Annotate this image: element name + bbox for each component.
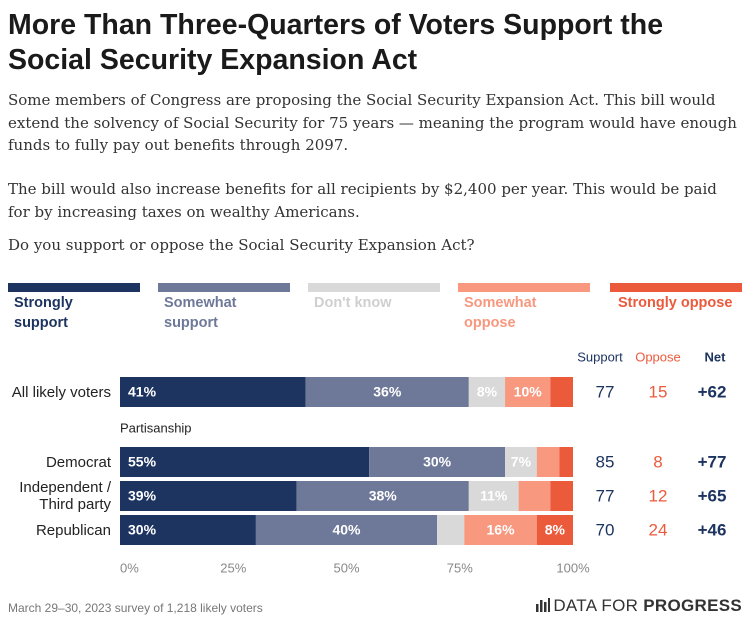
bar-segment bbox=[550, 377, 573, 407]
value-label: 8% bbox=[477, 384, 498, 400]
source-note: March 29–30, 2023 survey of 1,218 likely… bbox=[8, 601, 263, 615]
bar-segment bbox=[296, 481, 469, 511]
legend-swatch bbox=[610, 283, 742, 292]
question: Do you support or oppose the Social Secu… bbox=[8, 236, 475, 254]
bar-segment bbox=[369, 447, 506, 477]
legend-label: Somewhat support bbox=[164, 295, 237, 331]
logo: DATA FOR PROGRESS bbox=[536, 596, 742, 616]
legend-label: Strongly oppose bbox=[618, 295, 733, 311]
x-tick-label: 75% bbox=[447, 560, 473, 575]
value-label: 38% bbox=[369, 488, 398, 504]
value-label: 55% bbox=[128, 454, 157, 470]
legend-swatch bbox=[158, 283, 290, 292]
bar-segment bbox=[518, 481, 551, 511]
legend-label: Somewhat oppose bbox=[464, 295, 537, 331]
logo-icon bbox=[536, 598, 551, 612]
x-tick-label: 50% bbox=[333, 560, 359, 575]
x-tick-label: 25% bbox=[220, 560, 246, 575]
chart-title: More Than Three-Quarters of Voters Suppo… bbox=[8, 9, 664, 76]
value-label: 16% bbox=[487, 522, 516, 538]
bar-segment bbox=[468, 377, 506, 407]
legend-label: Don't know bbox=[314, 295, 392, 311]
column-header: Support bbox=[577, 349, 623, 364]
bar-segment bbox=[120, 515, 256, 545]
category-label: Independent / Third party bbox=[19, 479, 111, 513]
bar-segment bbox=[505, 377, 551, 407]
category-label: All likely voters bbox=[11, 383, 111, 401]
bar-segment bbox=[120, 377, 306, 407]
value-label: 39% bbox=[128, 488, 157, 504]
bar-segment bbox=[437, 515, 465, 545]
net-total: +65 bbox=[698, 486, 727, 505]
bar-segment bbox=[120, 481, 297, 511]
legend-swatch bbox=[458, 283, 590, 292]
value-label: 41% bbox=[128, 384, 157, 400]
logo-text: PROGRESS bbox=[643, 596, 742, 615]
value-label: 7% bbox=[511, 454, 532, 470]
bar-segment bbox=[536, 515, 573, 545]
value-label: 8% bbox=[545, 522, 566, 538]
legend-swatch bbox=[8, 283, 140, 292]
description: Some members of Congress are proposing t… bbox=[8, 91, 737, 154]
category-label: Democrat bbox=[45, 453, 111, 471]
legend-label: Strongly support bbox=[14, 295, 73, 331]
value-label: 36% bbox=[373, 384, 402, 400]
value-label: 10% bbox=[514, 384, 543, 400]
bar-segment bbox=[255, 515, 438, 545]
x-tick-label: 100% bbox=[556, 560, 590, 575]
oppose-total: 8 bbox=[653, 452, 662, 471]
x-tick-label: 0% bbox=[120, 560, 139, 575]
net-total: +77 bbox=[698, 452, 727, 471]
bar-segment bbox=[505, 447, 537, 477]
column-header: Oppose bbox=[635, 349, 681, 364]
value-label: 30% bbox=[128, 522, 157, 538]
logo-text: DATA FOR bbox=[553, 596, 639, 615]
support-total: 77 bbox=[596, 382, 615, 401]
oppose-total: 15 bbox=[649, 382, 668, 401]
support-total: 85 bbox=[596, 452, 615, 471]
bar-segment bbox=[120, 447, 370, 477]
support-total: 77 bbox=[596, 486, 615, 505]
oppose-total: 12 bbox=[649, 486, 668, 505]
bar-segment bbox=[559, 447, 573, 477]
category-label: Republican bbox=[35, 521, 111, 539]
group-label: Partisanship bbox=[120, 420, 192, 435]
support-total: 70 bbox=[596, 520, 615, 539]
net-total: +62 bbox=[698, 382, 727, 401]
legend-swatch bbox=[308, 283, 440, 292]
value-label: 11% bbox=[480, 488, 508, 504]
oppose-total: 24 bbox=[649, 520, 668, 539]
value-label: 40% bbox=[332, 522, 361, 538]
column-header: Net bbox=[705, 349, 727, 364]
net-total: +46 bbox=[698, 520, 727, 539]
bar-segment bbox=[536, 447, 560, 477]
description: The bill would also increase benefits fo… bbox=[8, 180, 717, 221]
value-label: 30% bbox=[423, 454, 452, 470]
bar-segment bbox=[464, 515, 537, 545]
bar-segment bbox=[468, 481, 519, 511]
bar-segment bbox=[550, 481, 573, 511]
bar-segment bbox=[305, 377, 469, 407]
